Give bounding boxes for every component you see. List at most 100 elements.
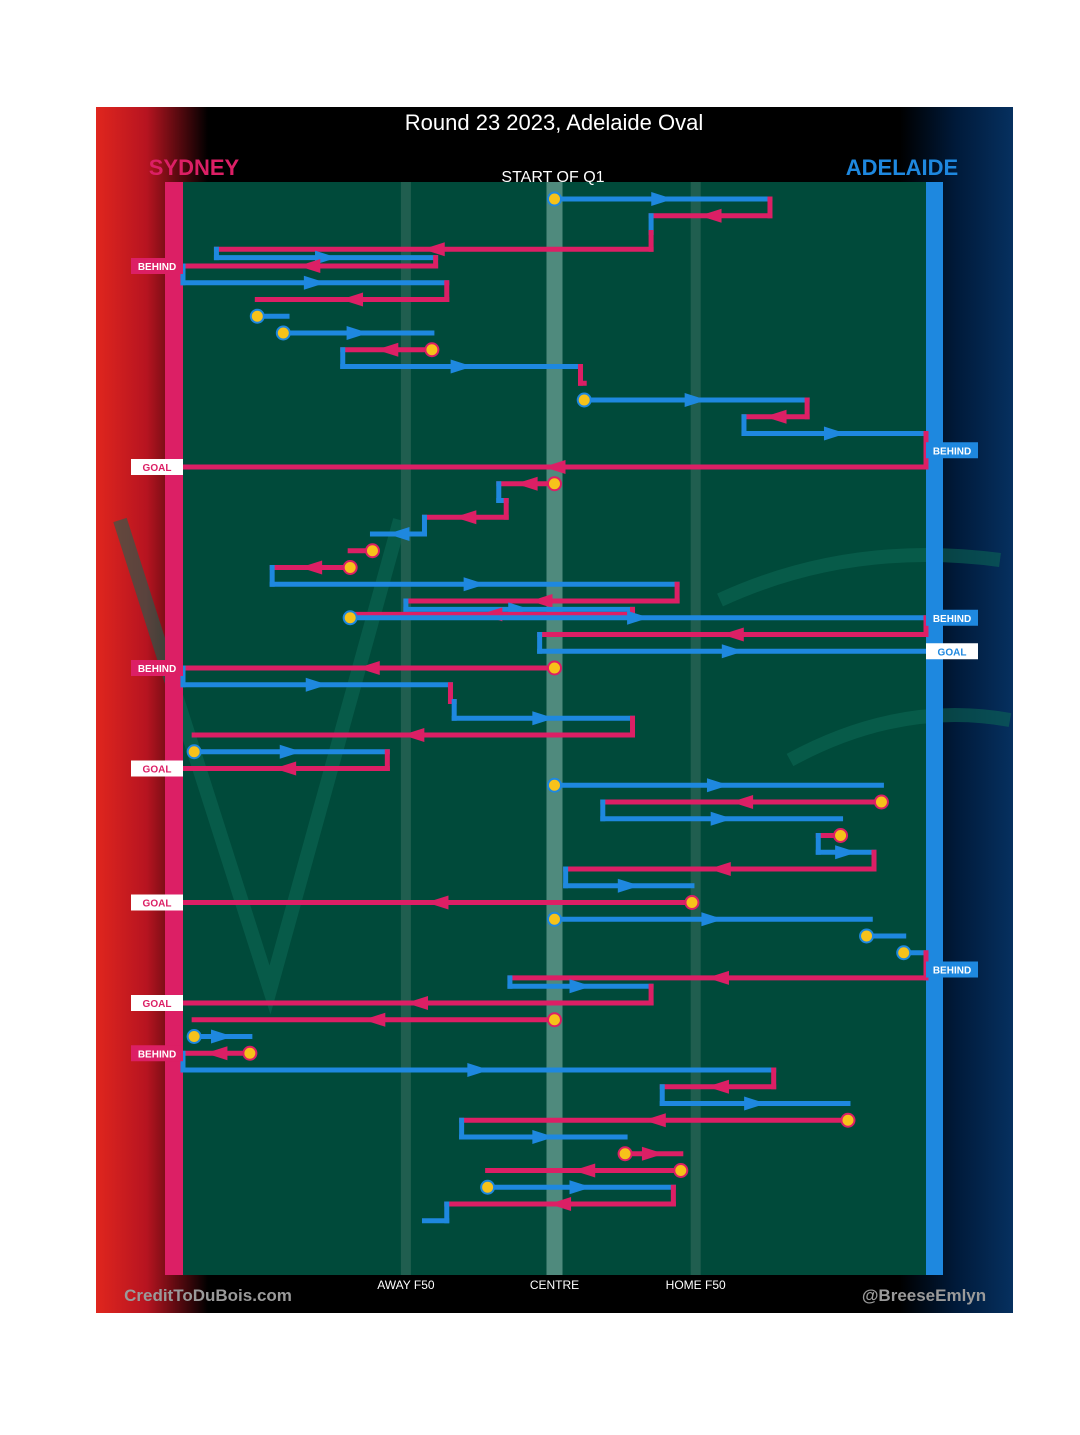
chain-arrow — [387, 527, 410, 541]
chain-arrow — [684, 393, 707, 407]
stoppage-marker — [576, 392, 592, 408]
stoppage-marker — [342, 610, 358, 626]
chain-arrow — [530, 594, 553, 608]
score-label-box — [131, 1045, 183, 1062]
score-label: GOAL — [938, 647, 967, 658]
score-label: GOAL — [143, 899, 172, 910]
x-tick-label: CENTRE — [530, 1278, 579, 1292]
score-label: GOAL — [143, 463, 172, 474]
chain-arrow — [363, 1012, 386, 1027]
chain-arrow — [706, 778, 729, 793]
chain-arrow — [569, 1180, 592, 1195]
score-label-box — [131, 995, 183, 1011]
score-label-box — [131, 258, 183, 274]
stoppage-marker — [547, 660, 562, 676]
chain-arrow — [543, 460, 566, 474]
chain-arrow — [573, 1163, 596, 1178]
chain-arrow — [279, 744, 302, 759]
field-line-centre — [546, 182, 563, 1275]
chain-arrow — [463, 577, 486, 592]
stoppage-marker — [342, 560, 358, 575]
chain-arrow — [376, 342, 399, 357]
chain-arrow — [205, 1046, 228, 1061]
stoppage-marker — [547, 777, 562, 793]
stoppage-marker — [684, 895, 700, 910]
chain-arrow — [835, 845, 858, 860]
chain-arrow — [823, 426, 846, 441]
score-label-box — [926, 442, 978, 459]
stoppage-marker — [859, 928, 875, 944]
stoppage-marker — [249, 308, 265, 324]
adelaide-goal-line — [926, 182, 943, 1275]
chain-arrow — [532, 711, 555, 726]
score-label: BEHIND — [138, 1049, 176, 1060]
score-label-box — [131, 660, 183, 676]
chain-arrow — [274, 761, 297, 776]
chain-arrow — [402, 728, 425, 742]
score-label: BEHIND — [138, 262, 176, 273]
score-label: GOAL — [143, 999, 172, 1010]
stoppage-marker — [547, 1012, 562, 1028]
field-line-away-f50 — [400, 182, 411, 1275]
chain-arrow — [721, 644, 744, 659]
sydney-goal-line — [165, 182, 183, 1275]
chain-arrow — [549, 1197, 572, 1211]
score-label-box — [131, 894, 183, 911]
field-line-home-f50 — [690, 182, 701, 1275]
score-label: BEHIND — [933, 446, 971, 457]
chain-arrow — [701, 912, 724, 927]
stoppage-marker — [364, 543, 380, 559]
stoppage-marker — [480, 1179, 496, 1195]
x-tick-label: HOME F50 — [666, 1278, 726, 1292]
stoppage-marker — [547, 476, 562, 492]
chain-arrow — [515, 476, 538, 491]
home-team-name: SYDNEY — [149, 155, 240, 180]
chain-arrow — [617, 878, 640, 893]
chain-arrow — [346, 326, 369, 340]
away-team-name: ADELAIDE — [846, 155, 958, 180]
score-label: BEHIND — [933, 614, 971, 625]
chain-arrow — [305, 677, 328, 692]
start-label: START OF Q1 — [501, 169, 604, 186]
score-label-box — [926, 609, 978, 626]
score-label: GOAL — [143, 765, 172, 776]
chain-arrow — [731, 795, 754, 809]
chain-arrow — [357, 661, 380, 675]
x-axis-ticks: AWAY F50 CENTRE HOME F50 — [377, 1278, 726, 1292]
stoppage-marker — [833, 828, 849, 843]
score-label-box — [926, 643, 978, 660]
chain-arrow — [454, 510, 477, 525]
chain-arrow — [721, 627, 744, 642]
footer-handle: @BreeseEmlyn — [862, 1286, 986, 1305]
stoppage-marker — [547, 191, 562, 207]
chain-arrow — [211, 1029, 234, 1044]
chain-arrow — [450, 359, 473, 374]
chain-arrow — [426, 895, 449, 910]
chain-arrow — [569, 979, 592, 994]
stoppage-marker — [186, 1029, 202, 1044]
chain-arrow — [422, 242, 445, 257]
score-label: BEHIND — [138, 664, 176, 675]
chain-arrow — [744, 1096, 767, 1111]
possession-chains — [180, 191, 929, 1224]
footer-credit: CreditToDuBois.com — [124, 1286, 292, 1305]
score-label-box — [131, 760, 183, 777]
chain-arrow — [706, 970, 729, 985]
chain-arrow — [300, 560, 323, 575]
chain-arrow — [706, 1079, 729, 1094]
stoppage-marker — [275, 325, 291, 341]
score-label: BEHIND — [933, 966, 971, 977]
chain-arrow — [315, 250, 338, 265]
chain-arrow — [298, 259, 321, 273]
chain-arrow — [406, 996, 429, 1010]
chain-arrow — [303, 275, 326, 290]
chain-arrow — [643, 1113, 666, 1128]
chain-arrow — [532, 1130, 555, 1144]
stoppage-marker — [840, 1112, 856, 1128]
stoppage-marker — [547, 911, 562, 927]
score-label-box — [926, 961, 978, 978]
chain-arrow — [699, 208, 722, 223]
chain-arrow — [708, 862, 731, 876]
stoppage-marker — [873, 794, 889, 810]
